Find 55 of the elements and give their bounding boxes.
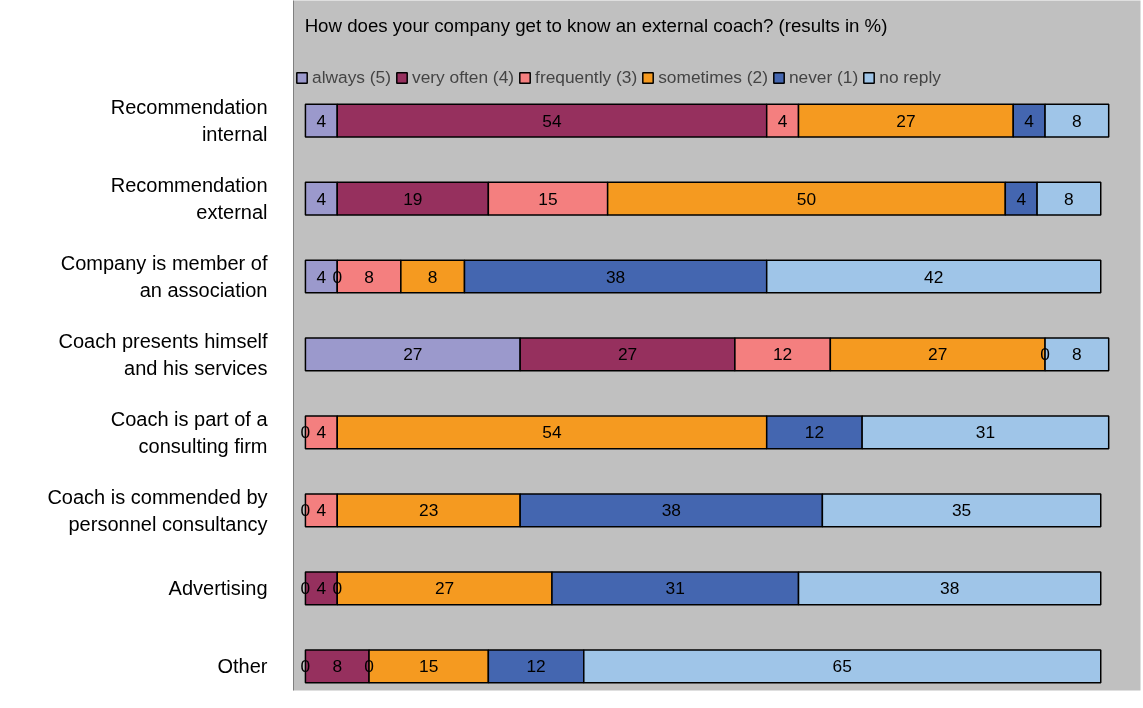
data-label: 4 [316, 188, 327, 209]
y-tick-label: Coach is commended by personnel consultancy [47, 486, 268, 535]
data-label: 54 [542, 110, 562, 131]
data-label: 4 [1024, 110, 1035, 131]
data-label: 27 [403, 344, 423, 365]
data-label: 12 [526, 656, 546, 677]
data-label: 15 [538, 188, 558, 209]
data-label: 65 [832, 656, 852, 677]
y-tick-label: Recommendation external [110, 174, 268, 223]
data-label: 4 [316, 422, 327, 443]
y-tick-label: Recommendation internal [110, 96, 268, 145]
y-tick-label: Advertising [168, 577, 268, 600]
data-label: 4 [777, 110, 788, 131]
legend-label: sometimes (2) [658, 67, 768, 88]
data-label: 4 [316, 578, 327, 599]
data-label: 27 [617, 344, 638, 365]
data-label: 38 [661, 500, 681, 521]
data-label: 54 [542, 422, 562, 443]
annotation: 0 [1040, 344, 1050, 365]
data-label: 4 [1016, 188, 1027, 209]
legend-label: frequently (3) [535, 67, 638, 88]
y-tick-label: Coach is part of a consulting firm [110, 408, 269, 457]
data-label: 12 [804, 422, 825, 443]
data-label: 38 [939, 578, 960, 599]
y-tick-label: Coach presents himself and his services [58, 330, 268, 379]
data-label: 8 [1072, 344, 1082, 365]
legend-label: never (1) [788, 67, 859, 88]
data-label: 27 [896, 110, 916, 131]
data-label: 42 [924, 266, 944, 287]
y-tick-label: Company is member of an association [60, 252, 268, 301]
data-label: 4 [316, 500, 327, 521]
data-label: 15 [419, 656, 439, 677]
data-label: 31 [665, 578, 685, 599]
data-label: 4 [316, 266, 327, 287]
data-label: 50 [796, 188, 817, 209]
data-label: 27 [434, 578, 455, 599]
data-label: 35 [951, 500, 972, 521]
y-tick-label: Other [217, 655, 268, 678]
data-label: 27 [928, 344, 948, 365]
data-label: 8 [332, 656, 343, 677]
data-label: 4 [316, 110, 327, 131]
data-label: 8 [427, 266, 438, 287]
data-label: 19 [403, 188, 423, 209]
data-label: 8 [1064, 188, 1074, 209]
data-label: 31 [975, 422, 996, 443]
legend-label: no reply [879, 67, 941, 88]
data-label: 8 [364, 266, 374, 287]
chart-title: How does your company get to know an external coach? (results in %) [304, 14, 888, 36]
data-label: 8 [1072, 110, 1082, 131]
data-label: 23 [419, 500, 439, 521]
legend-label: always (5) [312, 67, 391, 88]
legend-label: very often (4) [411, 67, 515, 88]
data-label: 38 [605, 266, 626, 287]
data-label: 12 [772, 344, 793, 365]
annotation: 0 [364, 656, 374, 677]
